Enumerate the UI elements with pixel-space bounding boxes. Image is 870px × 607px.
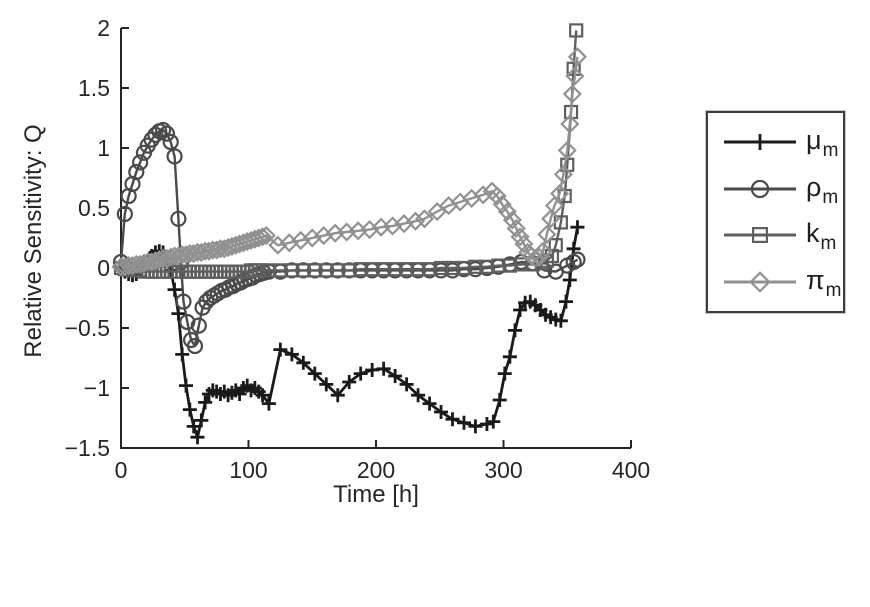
series-pi_m — [111, 47, 588, 277]
y-tick-label: 2 — [97, 15, 110, 41]
legend-label-mu: μm — [806, 125, 839, 162]
legend-label-rho: ρm — [806, 171, 839, 208]
legend-box: μm ρm km πm — [706, 111, 845, 313]
tick-labels: 21.510.50−0.5−1−1.50 100 200 300 400 — [65, 15, 651, 483]
legend-sample-k-square-marker-icon — [724, 227, 796, 244]
y-tick-label: 1 — [97, 135, 110, 161]
legend-label-k: km — [806, 218, 837, 255]
axes — [120, 27, 632, 449]
legend-sample-rho-circle-marker-icon — [724, 179, 796, 198]
y-tick-label: 1.5 — [78, 75, 110, 101]
y-tick-label: 0.5 — [78, 195, 110, 221]
x-tick-label: 0 — [115, 457, 128, 483]
x-tick-label: 200 — [357, 457, 395, 483]
x-axis-label: Time [h] — [333, 481, 419, 508]
x-tick-label: 400 — [612, 457, 650, 483]
legend-entry-mu: μm — [708, 120, 843, 164]
x-tick-label: 300 — [484, 457, 522, 483]
legend-sample-pi-diamond-marker-icon — [724, 270, 796, 293]
y-tick-label: −1.5 — [65, 435, 110, 461]
y-tick-label: 0 — [97, 255, 110, 281]
x-tick-label: 100 — [229, 457, 267, 483]
legend-sample-mu-plus-marker-icon — [724, 134, 796, 151]
series-k_m — [113, 23, 584, 279]
legend-entry-rho: ρm — [708, 167, 843, 211]
legend-label-pi: πm — [806, 264, 842, 301]
legend-entry-k: km — [708, 213, 843, 257]
y-tick-label: −1 — [84, 375, 110, 401]
y-tick-label: −0.5 — [65, 315, 110, 341]
y-axis-label: Relative Sensitivity: Q — [20, 124, 47, 358]
legend-entry-pi: πm — [708, 260, 843, 304]
